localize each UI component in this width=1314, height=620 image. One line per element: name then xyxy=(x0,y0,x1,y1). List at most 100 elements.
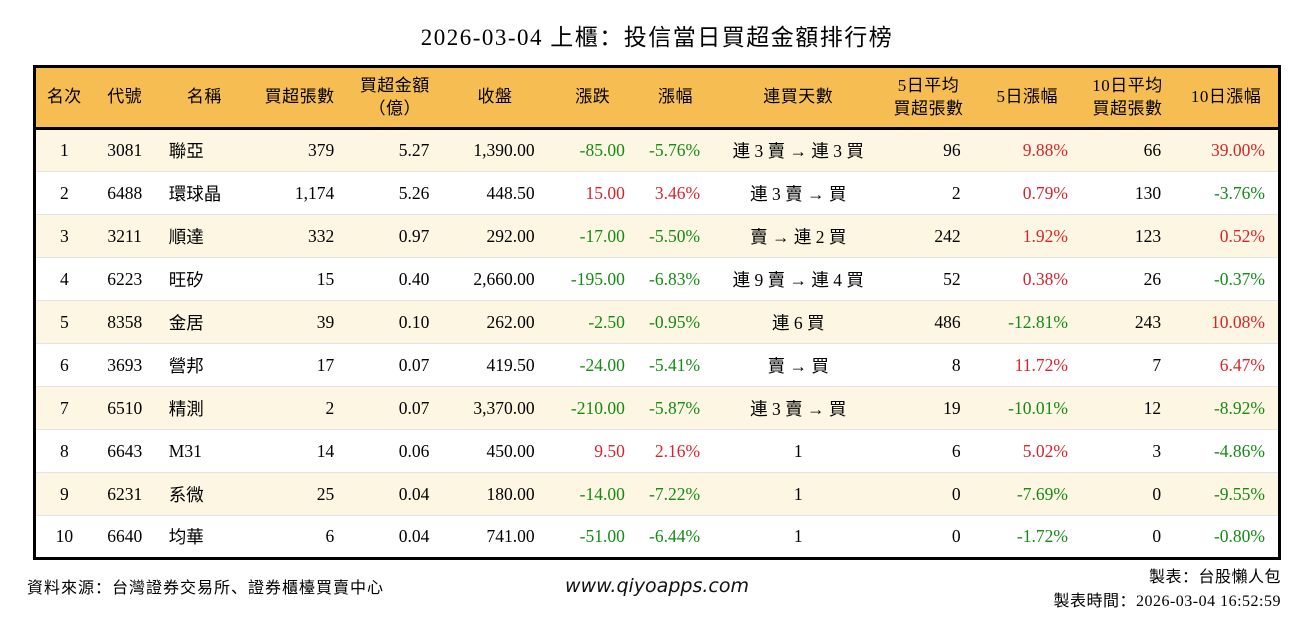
cell-avg5: 96 xyxy=(943,140,961,160)
cell-volume: 2 xyxy=(251,386,348,430)
cell-pct10: -0.37% xyxy=(1174,257,1280,301)
cell-name: 均華 xyxy=(156,515,252,559)
cell-change-pct: -0.95% xyxy=(637,300,714,344)
cell-pct10: -0.80% xyxy=(1174,515,1280,559)
col-header-volume: 買超張數 xyxy=(251,66,348,130)
cell-close: 2,660.00 xyxy=(442,257,548,301)
col-header-avg10: 10日平均 買超張數 xyxy=(1080,66,1175,130)
cell-avg5: 6 xyxy=(883,429,974,473)
cell-volume: 15 xyxy=(251,257,348,301)
cell-amount: 5.27 xyxy=(398,140,430,160)
cell-avg10: 3 xyxy=(1080,429,1175,473)
ranking-table: 名次 代號 名稱 買超張數 買超金額 （億） 收盤 漲跌 漲幅 連買天數 5日平… xyxy=(33,65,1281,560)
cell-avg10: 123 xyxy=(1080,214,1175,258)
cell-name: 營邦 xyxy=(156,343,252,387)
cell-pct5: 9.88% xyxy=(1022,140,1068,160)
cell-pct10: -9.55% xyxy=(1174,472,1280,516)
cell-pct10: 6.47% xyxy=(1174,343,1280,387)
website-url: www.qiyoapps.com xyxy=(565,575,749,597)
cell-avg10: 243 xyxy=(1080,300,1175,344)
cell-name: 精測 xyxy=(156,386,252,430)
cell-close: 448.50 xyxy=(442,171,548,215)
cell-change-pct: -6.44% xyxy=(637,515,714,559)
cell-change-pct: -6.83% xyxy=(637,257,714,301)
cell-close: 1,390.00 xyxy=(473,140,535,160)
cell-name: 順達 xyxy=(156,214,252,258)
cell-close: 741.00 xyxy=(442,515,548,559)
cell-avg5: 242 xyxy=(883,214,974,258)
cell-pct5: 1.92% xyxy=(973,214,1081,258)
cell-change-pct: -5.87% xyxy=(637,386,714,430)
cell-change: -195.00 xyxy=(547,257,638,301)
table-row: 6 3693 營邦 17 0.07 419.50 -24.00 -5.41% 賣… xyxy=(34,343,1280,387)
cell-volume: 6 xyxy=(251,515,348,559)
table-row: 1 3081 聯亞 379 5.27 1,390.00 -85.00 -5.76… xyxy=(34,128,1280,172)
table-row: 2 6488 環球晶 1,174 5.26 448.50 15.00 3.46%… xyxy=(34,171,1280,215)
cell-name: 旺矽 xyxy=(156,257,252,301)
cell-change-pct: -5.76% xyxy=(649,140,701,160)
cell-pct5: -10.01% xyxy=(973,386,1081,430)
cell-close: 3,370.00 xyxy=(442,386,548,430)
cell-amount: 5.26 xyxy=(347,171,443,215)
cell-change: 15.00 xyxy=(547,171,638,215)
cell-avg5: 8 xyxy=(883,343,974,387)
cell-streak: 連 6 買 xyxy=(713,300,884,344)
table-row: 7 6510 精測 2 0.07 3,370.00 -210.00 -5.87%… xyxy=(34,386,1280,430)
cell-rank: 9 xyxy=(34,472,93,516)
cell-rank: 1 xyxy=(59,140,69,160)
cell-avg5: 0 xyxy=(883,472,974,516)
cell-avg10: 0 xyxy=(1080,515,1175,559)
cell-rank: 3 xyxy=(34,214,93,258)
data-source: 資料來源：台灣證券交易所、證券櫃檯買賣中心 xyxy=(27,580,385,597)
report-credit: 製表：台股懶人包 製表時間：2026-03-04 16:52:59 xyxy=(1053,566,1281,614)
cell-name: 金居 xyxy=(156,300,252,344)
cell-change-pct: 2.16% xyxy=(637,429,714,473)
table-row: 3 3211 順達 332 0.97 292.00 -17.00 -5.50% … xyxy=(34,214,1280,258)
cell-pct5: -12.81% xyxy=(973,300,1081,344)
table-row: 9 6231 系微 25 0.04 180.00 -14.00 -7.22% 1… xyxy=(34,472,1280,516)
cell-code: 6488 xyxy=(92,171,157,215)
cell-change-pct: -5.41% xyxy=(637,343,714,387)
cell-change: -85.00 xyxy=(579,140,625,160)
cell-avg5: 2 xyxy=(883,171,974,215)
cell-code: 6223 xyxy=(92,257,157,301)
cell-pct10: -8.92% xyxy=(1174,386,1280,430)
col-header-pct5: 5日漲幅 xyxy=(973,66,1081,130)
cell-avg5: 486 xyxy=(883,300,974,344)
cell-pct10: 10.08% xyxy=(1174,300,1280,344)
cell-streak: 連 3 賣 → 買 xyxy=(713,386,884,430)
cell-amount: 0.07 xyxy=(347,343,443,387)
cell-volume: 25 xyxy=(251,472,348,516)
cell-pct5: 0.79% xyxy=(973,171,1081,215)
cell-pct10: -4.86% xyxy=(1174,429,1280,473)
cell-avg10: 12 xyxy=(1080,386,1175,430)
cell-pct5: -7.69% xyxy=(973,472,1081,516)
cell-streak: 連 3 賣 → 買 xyxy=(713,171,884,215)
cell-volume: 332 xyxy=(251,214,348,258)
cell-amount: 0.06 xyxy=(347,429,443,473)
cell-code: 6231 xyxy=(92,472,157,516)
report-author: 製表：台股懶人包 xyxy=(1148,569,1281,586)
cell-avg5: 52 xyxy=(883,257,974,301)
col-header-avg5: 5日平均 買超張數 xyxy=(883,66,974,130)
cell-streak: 連 3 賣 → 連 3 買 xyxy=(732,141,864,161)
cell-change: -51.00 xyxy=(547,515,638,559)
cell-rank: 6 xyxy=(34,343,93,387)
cell-volume: 1,174 xyxy=(251,171,348,215)
cell-name: M31 xyxy=(156,429,252,473)
cell-amount: 0.07 xyxy=(347,386,443,430)
cell-rank: 7 xyxy=(34,386,93,430)
cell-streak: 1 xyxy=(713,515,884,559)
cell-code: 3693 xyxy=(92,343,157,387)
cell-code: 3081 xyxy=(107,140,143,160)
cell-pct5: 0.38% xyxy=(973,257,1081,301)
cell-volume: 379 xyxy=(307,140,335,160)
table-body: 1 3081 聯亞 379 5.27 1,390.00 -85.00 -5.76… xyxy=(34,128,1280,559)
cell-amount: 0.40 xyxy=(347,257,443,301)
col-header-change-pct: 漲幅 xyxy=(637,66,714,130)
cell-amount: 0.04 xyxy=(347,515,443,559)
col-header-amount: 買超金額 （億） xyxy=(347,66,443,130)
col-header-pct10: 10日漲幅 xyxy=(1174,66,1280,130)
cell-volume: 14 xyxy=(251,429,348,473)
